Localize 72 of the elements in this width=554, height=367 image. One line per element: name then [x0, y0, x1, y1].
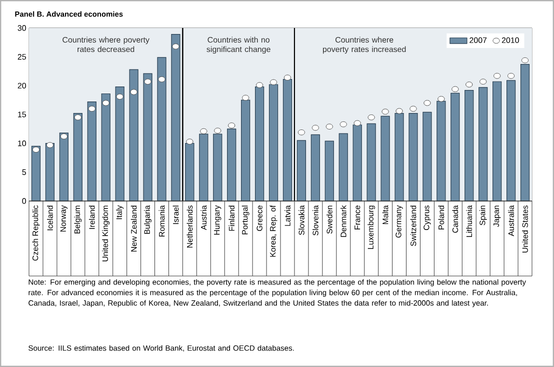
point — [354, 120, 361, 126]
bar — [394, 113, 404, 202]
bar — [408, 113, 418, 202]
bar — [143, 73, 152, 202]
point — [60, 134, 68, 140]
point — [410, 106, 417, 112]
bar — [129, 69, 138, 202]
bar — [422, 112, 432, 202]
point — [130, 89, 138, 95]
point — [74, 114, 82, 120]
bar — [59, 132, 68, 202]
point — [494, 72, 501, 79]
point — [284, 74, 292, 80]
point — [340, 121, 347, 128]
bar — [87, 102, 96, 202]
point — [214, 128, 222, 134]
point — [396, 108, 403, 114]
point — [312, 124, 319, 131]
point — [368, 114, 375, 120]
point — [186, 138, 194, 144]
bar — [254, 86, 264, 202]
bar — [31, 146, 41, 202]
bar — [520, 64, 530, 202]
point — [298, 129, 306, 136]
bar — [436, 100, 446, 202]
point — [228, 122, 236, 128]
bar — [101, 93, 110, 202]
bar — [366, 123, 376, 202]
point — [242, 94, 250, 101]
bar — [450, 92, 460, 202]
bar — [157, 57, 166, 202]
bar — [241, 100, 250, 202]
point — [507, 72, 515, 79]
point — [424, 100, 431, 106]
bar — [310, 134, 320, 202]
point — [46, 142, 54, 148]
bar — [227, 128, 236, 202]
point — [88, 106, 96, 112]
point — [438, 96, 445, 102]
bar — [324, 140, 334, 202]
point — [521, 57, 529, 64]
bar — [185, 143, 194, 202]
point — [200, 128, 208, 134]
point — [172, 44, 180, 50]
point — [32, 146, 40, 153]
bar — [506, 80, 516, 202]
point — [270, 79, 278, 86]
bar — [282, 79, 292, 202]
point — [256, 82, 264, 88]
bar — [45, 143, 55, 202]
point — [102, 100, 110, 106]
bar — [464, 90, 474, 202]
point — [480, 78, 487, 85]
bar — [478, 87, 488, 202]
point — [116, 94, 124, 100]
bar — [268, 84, 278, 202]
bar — [352, 124, 362, 202]
point — [144, 78, 152, 85]
point — [452, 86, 459, 92]
bar — [492, 81, 502, 202]
point — [382, 108, 389, 115]
point — [466, 82, 473, 88]
bar — [296, 140, 306, 202]
bar — [213, 134, 222, 202]
bar — [115, 86, 124, 202]
bar — [380, 116, 390, 202]
point — [326, 124, 333, 130]
bar — [338, 133, 348, 202]
bar — [199, 134, 208, 202]
bar — [73, 113, 82, 202]
point — [158, 76, 166, 82]
bar — [171, 34, 180, 202]
